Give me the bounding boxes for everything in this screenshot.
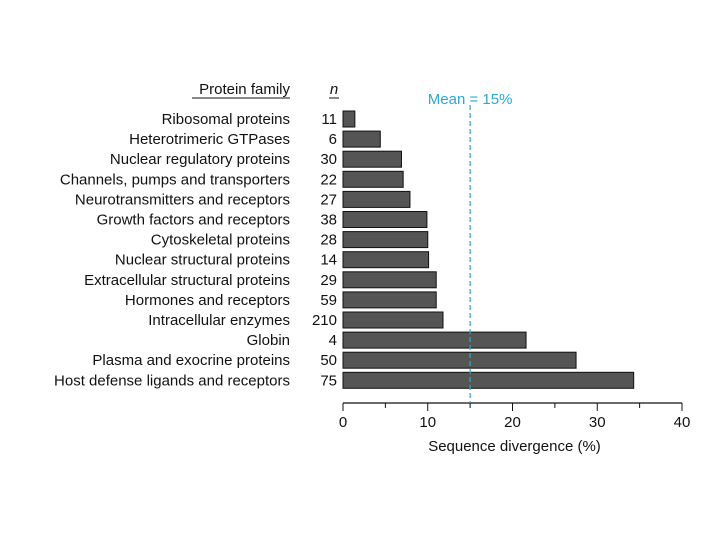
category-label: Channels, pumps and transporters [60,171,290,188]
category-label: Extracellular structural proteins [84,272,290,289]
n-count-label: 29 [320,272,337,289]
bar [342,190,411,208]
x-tick-label: 10 [419,414,436,431]
n-count-label: 6 [329,131,337,148]
category-label: Heterotrimeric GTPases [129,131,290,148]
bar [342,211,428,228]
n-count-label: 14 [320,252,337,269]
bar [342,110,356,128]
category-label: Cytoskeletal proteins [151,232,290,249]
category-label: Globin [247,332,290,349]
bar [342,231,429,249]
bar [342,371,635,389]
bars-layer: Ribosomal proteins 11 Heterotrimeric GTPas… [54,110,635,389]
n-count-label: 30 [320,151,337,168]
n-header: n [330,81,338,98]
n-count-label: 59 [320,292,337,309]
n-count-label: 210 [312,312,337,329]
n-count-label: 75 [320,372,337,389]
category-label: Ribosomal proteins [162,111,290,128]
category-label: Plasma and exocrine proteins [92,352,290,369]
mean-label: Mean = 15% [428,91,513,108]
category-label: Nuclear regulatory proteins [110,151,290,168]
bar [342,150,402,168]
bar [342,291,437,309]
n-count-label: 11 [321,111,337,128]
category-label: Nuclear structural proteins [115,252,290,269]
category-label: Hormones and receptors [125,292,290,309]
x-axis-label: Sequence divergence (%) [428,438,601,455]
bar [342,130,381,148]
category-label: Growth factors and receptors [97,212,290,229]
category-label: Neurotransmitters and receptors [75,191,290,208]
bar [342,170,404,188]
n-count-label: 50 [320,352,337,369]
x-tick-label: 20 [504,414,521,431]
category-label: Host defense ligands and receptors [54,372,290,389]
mean-line-layer: Mean = 15% [428,91,513,403]
x-axis: 0 10 20 30 40 Sequence divergence (%) [339,402,691,455]
n-count-label: 22 [320,171,337,188]
n-count-label: 27 [320,191,337,208]
x-tick-label: 40 [674,414,691,431]
bar [342,251,430,269]
protein-family-header: Protein family [199,81,290,98]
bar [342,311,444,329]
n-count-label: 4 [329,332,337,349]
bar [342,271,437,289]
n-count-label: 28 [320,232,337,249]
bar [342,331,527,349]
x-tick-label: 30 [589,414,606,431]
x-tick-label: 0 [339,414,347,431]
category-label: Intracellular enzymes [148,312,290,329]
n-count-label: 38 [320,212,337,229]
bar [342,351,577,369]
